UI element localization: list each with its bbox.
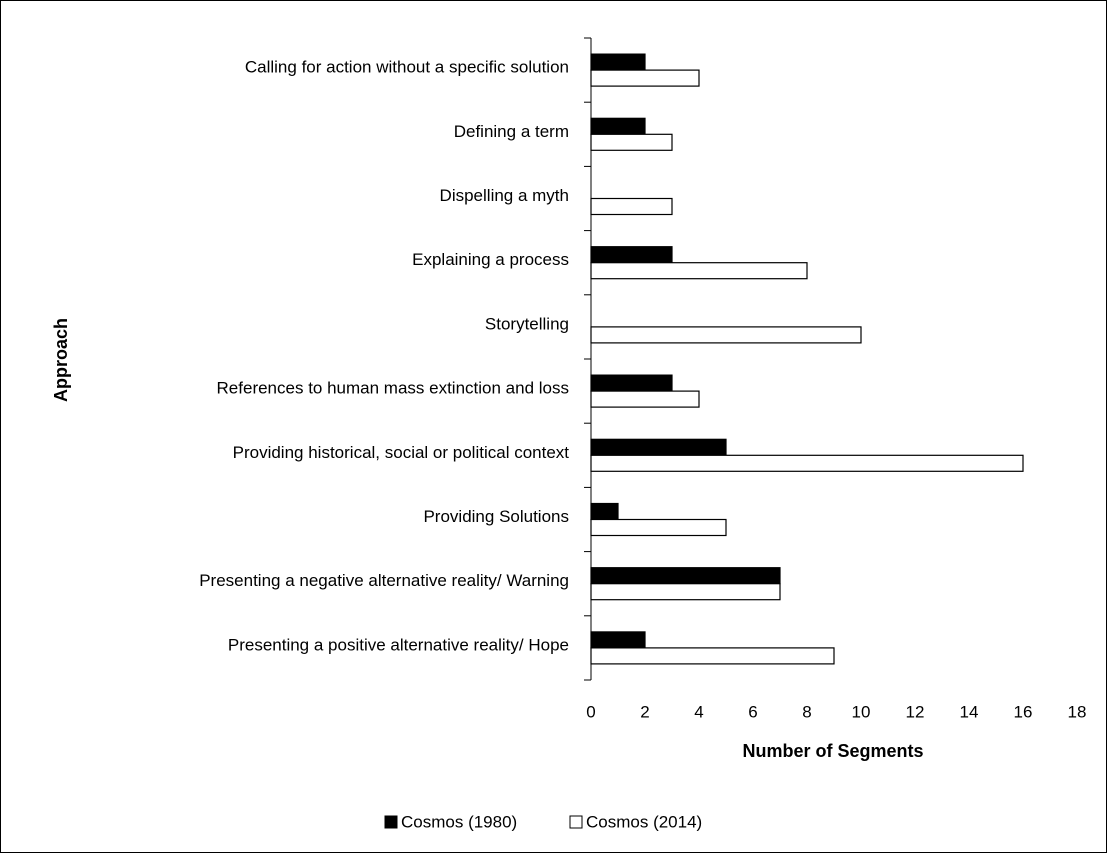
bar [590,374,673,392]
bar [590,631,646,649]
bar [590,567,781,585]
bar [590,117,646,135]
x-tick-label: 6 [748,702,757,721]
bar [590,502,619,521]
bar [590,647,835,665]
y-tick-label: Calling for action without a specific so… [245,58,569,77]
legend-swatch [384,815,398,829]
y-tick-label: References to human mass extinction and … [217,379,569,398]
y-axis-title: Approach [51,318,71,402]
y-tick-label: Providing Solutions [423,507,569,526]
x-tick-label: 16 [1014,702,1033,721]
bar [590,133,673,151]
legend-label: Cosmos (2014) [586,812,702,831]
x-tick-label: 10 [852,702,871,721]
bar [590,262,808,280]
x-tick-label: 12 [906,702,925,721]
bar [590,326,862,344]
x-tick-label: 4 [694,702,703,721]
x-tick-label: 8 [802,702,811,721]
y-tick-label: Storytelling [485,314,569,333]
x-tick-label: 0 [586,702,595,721]
y-tick-label: Defining a term [454,122,569,141]
y-tick-label: Dispelling a myth [440,186,569,205]
x-tick-label: 18 [1068,702,1087,721]
bar [590,390,700,408]
x-axis-title: Number of Segments [742,741,923,761]
y-tick-label: Providing historical, social or politica… [233,443,570,462]
bar [590,197,673,216]
bar [590,518,727,537]
x-tick-label: 14 [960,702,979,721]
bar [590,438,727,456]
bar [590,454,1024,472]
x-tick-label: 2 [640,702,649,721]
bar [590,583,781,601]
legend-swatch [569,815,583,829]
bar [590,246,673,264]
y-tick-label: Explaining a process [412,250,569,269]
legend-label: Cosmos (1980) [401,812,517,831]
bar [590,53,646,71]
bar [590,69,700,87]
y-tick-label: Presenting a negative alternative realit… [199,571,569,590]
y-tick-label: Presenting a positive alternative realit… [228,635,569,654]
